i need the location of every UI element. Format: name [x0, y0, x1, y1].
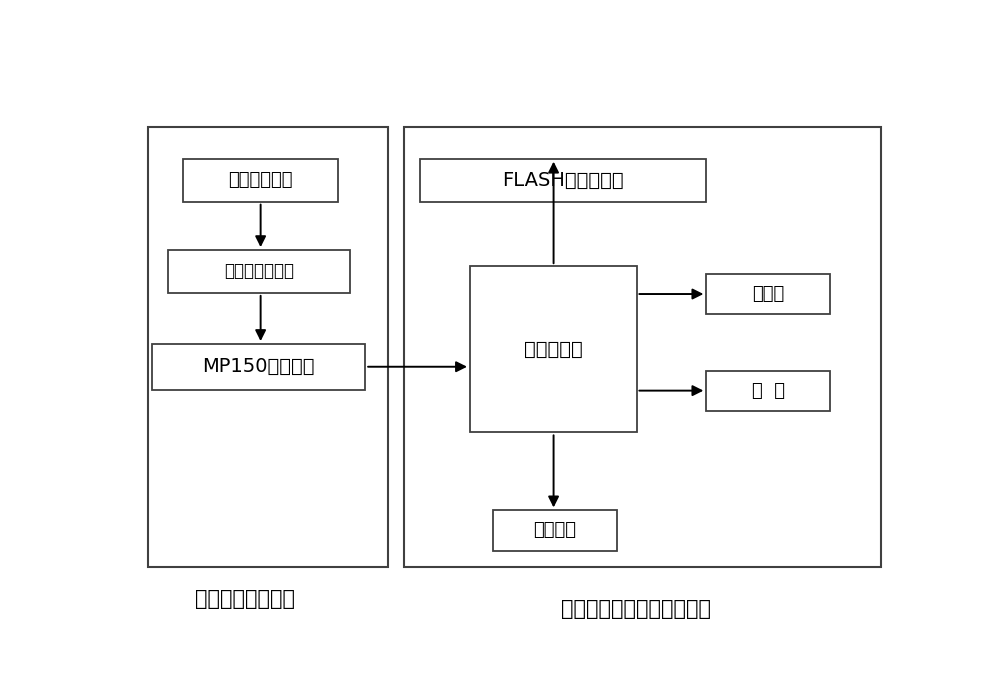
Text: 显示器: 显示器	[752, 285, 784, 303]
Bar	[148, 127, 388, 567]
Bar	[470, 266, 637, 432]
Bar	[493, 510, 617, 551]
Text: 表面肌电信号处理反馈系统: 表面肌电信号处理反馈系统	[562, 599, 712, 618]
Text: 生理信号采集系统: 生理信号采集系统	[195, 589, 295, 609]
Bar	[152, 344, 365, 390]
Text: 中央处理器: 中央处理器	[524, 340, 583, 359]
Bar	[420, 159, 706, 201]
Text: 耳  机: 耳 机	[752, 382, 785, 400]
Text: 电源开关: 电源开关	[534, 521, 577, 539]
Text: 单极表面电极: 单极表面电极	[228, 171, 293, 190]
Text: MP150采集系统: MP150采集系统	[202, 358, 315, 376]
Text: FLASH存储器模块: FLASH存储器模块	[502, 171, 624, 190]
Text: 增益可调放大器: 增益可调放大器	[224, 263, 294, 280]
Bar	[706, 274, 830, 314]
Bar	[168, 250, 350, 293]
Bar	[183, 159, 338, 201]
Bar	[404, 127, 881, 567]
Bar	[706, 371, 830, 411]
